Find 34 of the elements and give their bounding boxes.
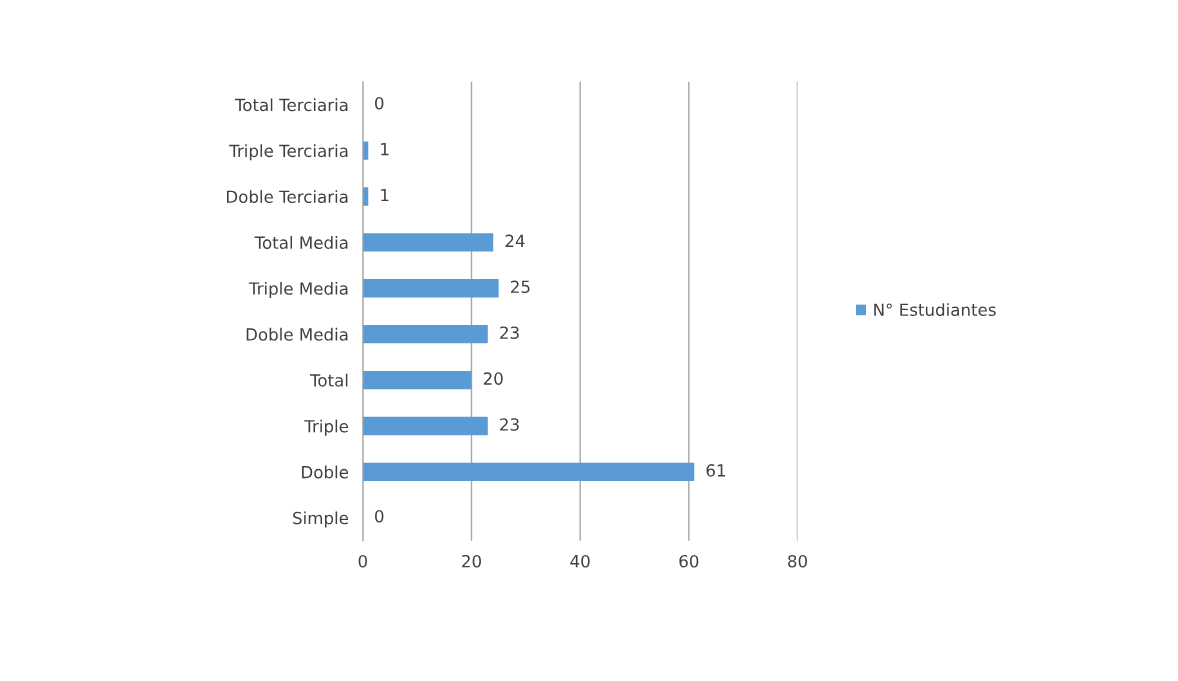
bar	[362, 141, 369, 160]
data-label: 61	[706, 464, 726, 477]
y-tick-label: Triple	[304, 419, 349, 436]
data-label: 23	[500, 326, 519, 339]
y-tick-label: Triple Media	[248, 281, 348, 299]
x-tick-label: 80	[788, 554, 807, 568]
bar	[362, 324, 488, 344]
bar	[362, 370, 472, 390]
y-tick-label: Doble Terciaria	[227, 190, 348, 204]
data-label: 1	[381, 143, 389, 156]
y-tick-label: Doble	[302, 465, 349, 479]
bar	[362, 416, 488, 436]
bar	[362, 187, 369, 206]
x-tick-label: 0	[358, 554, 368, 568]
y-tick-label: Total	[309, 373, 348, 387]
y-tick-label: Triple Terciaria	[229, 144, 348, 161]
bar	[362, 462, 695, 482]
x-tick-label: 60	[679, 554, 699, 568]
x-tick-label: 40	[570, 554, 590, 568]
data-label: 23	[500, 418, 519, 431]
x-tick-label: 20	[462, 554, 481, 568]
data-label: 24	[505, 234, 525, 247]
data-label: 25	[510, 280, 530, 294]
y-tick-label: Total Terciaria	[234, 98, 348, 112]
data-label: 1	[381, 188, 389, 202]
legend-label: N° Estudiantes	[874, 303, 996, 317]
y-tick-label: Total Media	[254, 236, 348, 249]
bar	[362, 279, 499, 298]
data-label: 0	[375, 509, 384, 523]
data-label: 20	[483, 372, 503, 385]
bar	[362, 233, 494, 252]
y-tick-label: Simple	[293, 511, 349, 528]
data-label: 0	[375, 96, 384, 110]
y-tick-label: Doble Media	[246, 327, 348, 341]
